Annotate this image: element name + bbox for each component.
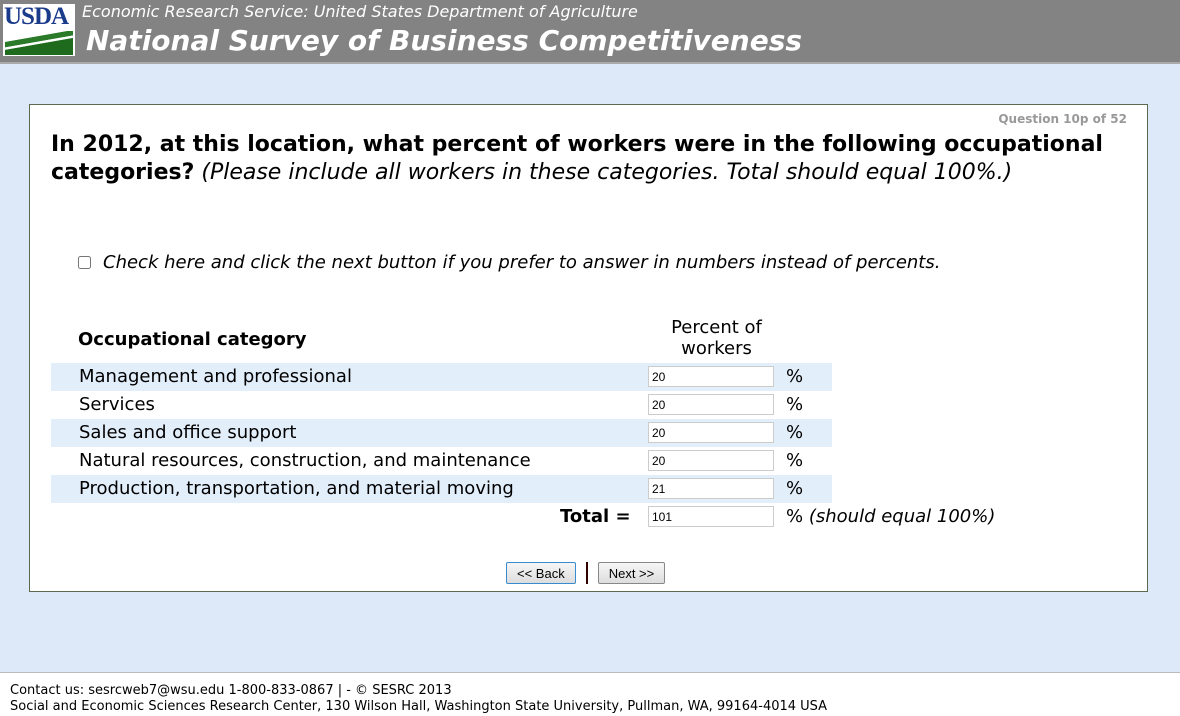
divider	[585, 562, 588, 584]
category-header: Occupational category	[78, 329, 307, 350]
usda-logo: USDA	[3, 4, 75, 56]
back-button[interactable]: << Back	[506, 562, 576, 584]
category-label: Production, transportation, and material…	[79, 478, 514, 499]
table-row: Management and professional%	[51, 363, 832, 391]
next-button[interactable]: Next >>	[597, 562, 666, 584]
percent-unit: %	[786, 450, 804, 471]
table-row: Production, transportation, and material…	[51, 475, 832, 503]
category-label: Sales and office support	[79, 422, 297, 443]
percent-input[interactable]	[648, 478, 774, 499]
numbers-instead-checkbox-row[interactable]: Check here and click the next button if …	[78, 252, 940, 273]
percent-header: Percent of workers	[671, 317, 762, 359]
footer: Contact us: sesrcweb7@wsu.edu 1-800-833-…	[0, 672, 1180, 716]
question-panel: Question 10p of 52 In 2012, at this loca…	[29, 104, 1148, 592]
question-text: In 2012, at this location, what percent …	[51, 132, 1103, 185]
percent-unit: %	[786, 394, 804, 415]
percent-input[interactable]	[648, 394, 774, 415]
total-input	[648, 506, 774, 527]
header-title: National Survey of Business Competitiven…	[86, 24, 803, 57]
percent-input[interactable]	[648, 366, 774, 387]
header: USDA Economic Research Service: United S…	[0, 0, 1180, 64]
percent-input[interactable]	[648, 450, 774, 471]
category-label: Natural resources, construction, and mai…	[79, 450, 531, 471]
table-row: Services%	[51, 391, 832, 419]
percent-unit: %	[786, 366, 804, 387]
total-row: Total = % (should equal 100%)	[51, 503, 1051, 531]
percent-unit: %	[786, 478, 804, 499]
category-label: Services	[79, 394, 155, 415]
question-number: Question 10p of 52	[998, 112, 1127, 126]
category-label: Management and professional	[79, 366, 352, 387]
percent-unit: %	[786, 422, 804, 443]
numbers-instead-checkbox[interactable]	[78, 256, 91, 269]
table-row: Natural resources, construction, and mai…	[51, 447, 832, 475]
table-row: Sales and office support%	[51, 419, 832, 447]
percent-input[interactable]	[648, 422, 774, 443]
header-subtitle: Economic Research Service: United States…	[82, 2, 638, 21]
